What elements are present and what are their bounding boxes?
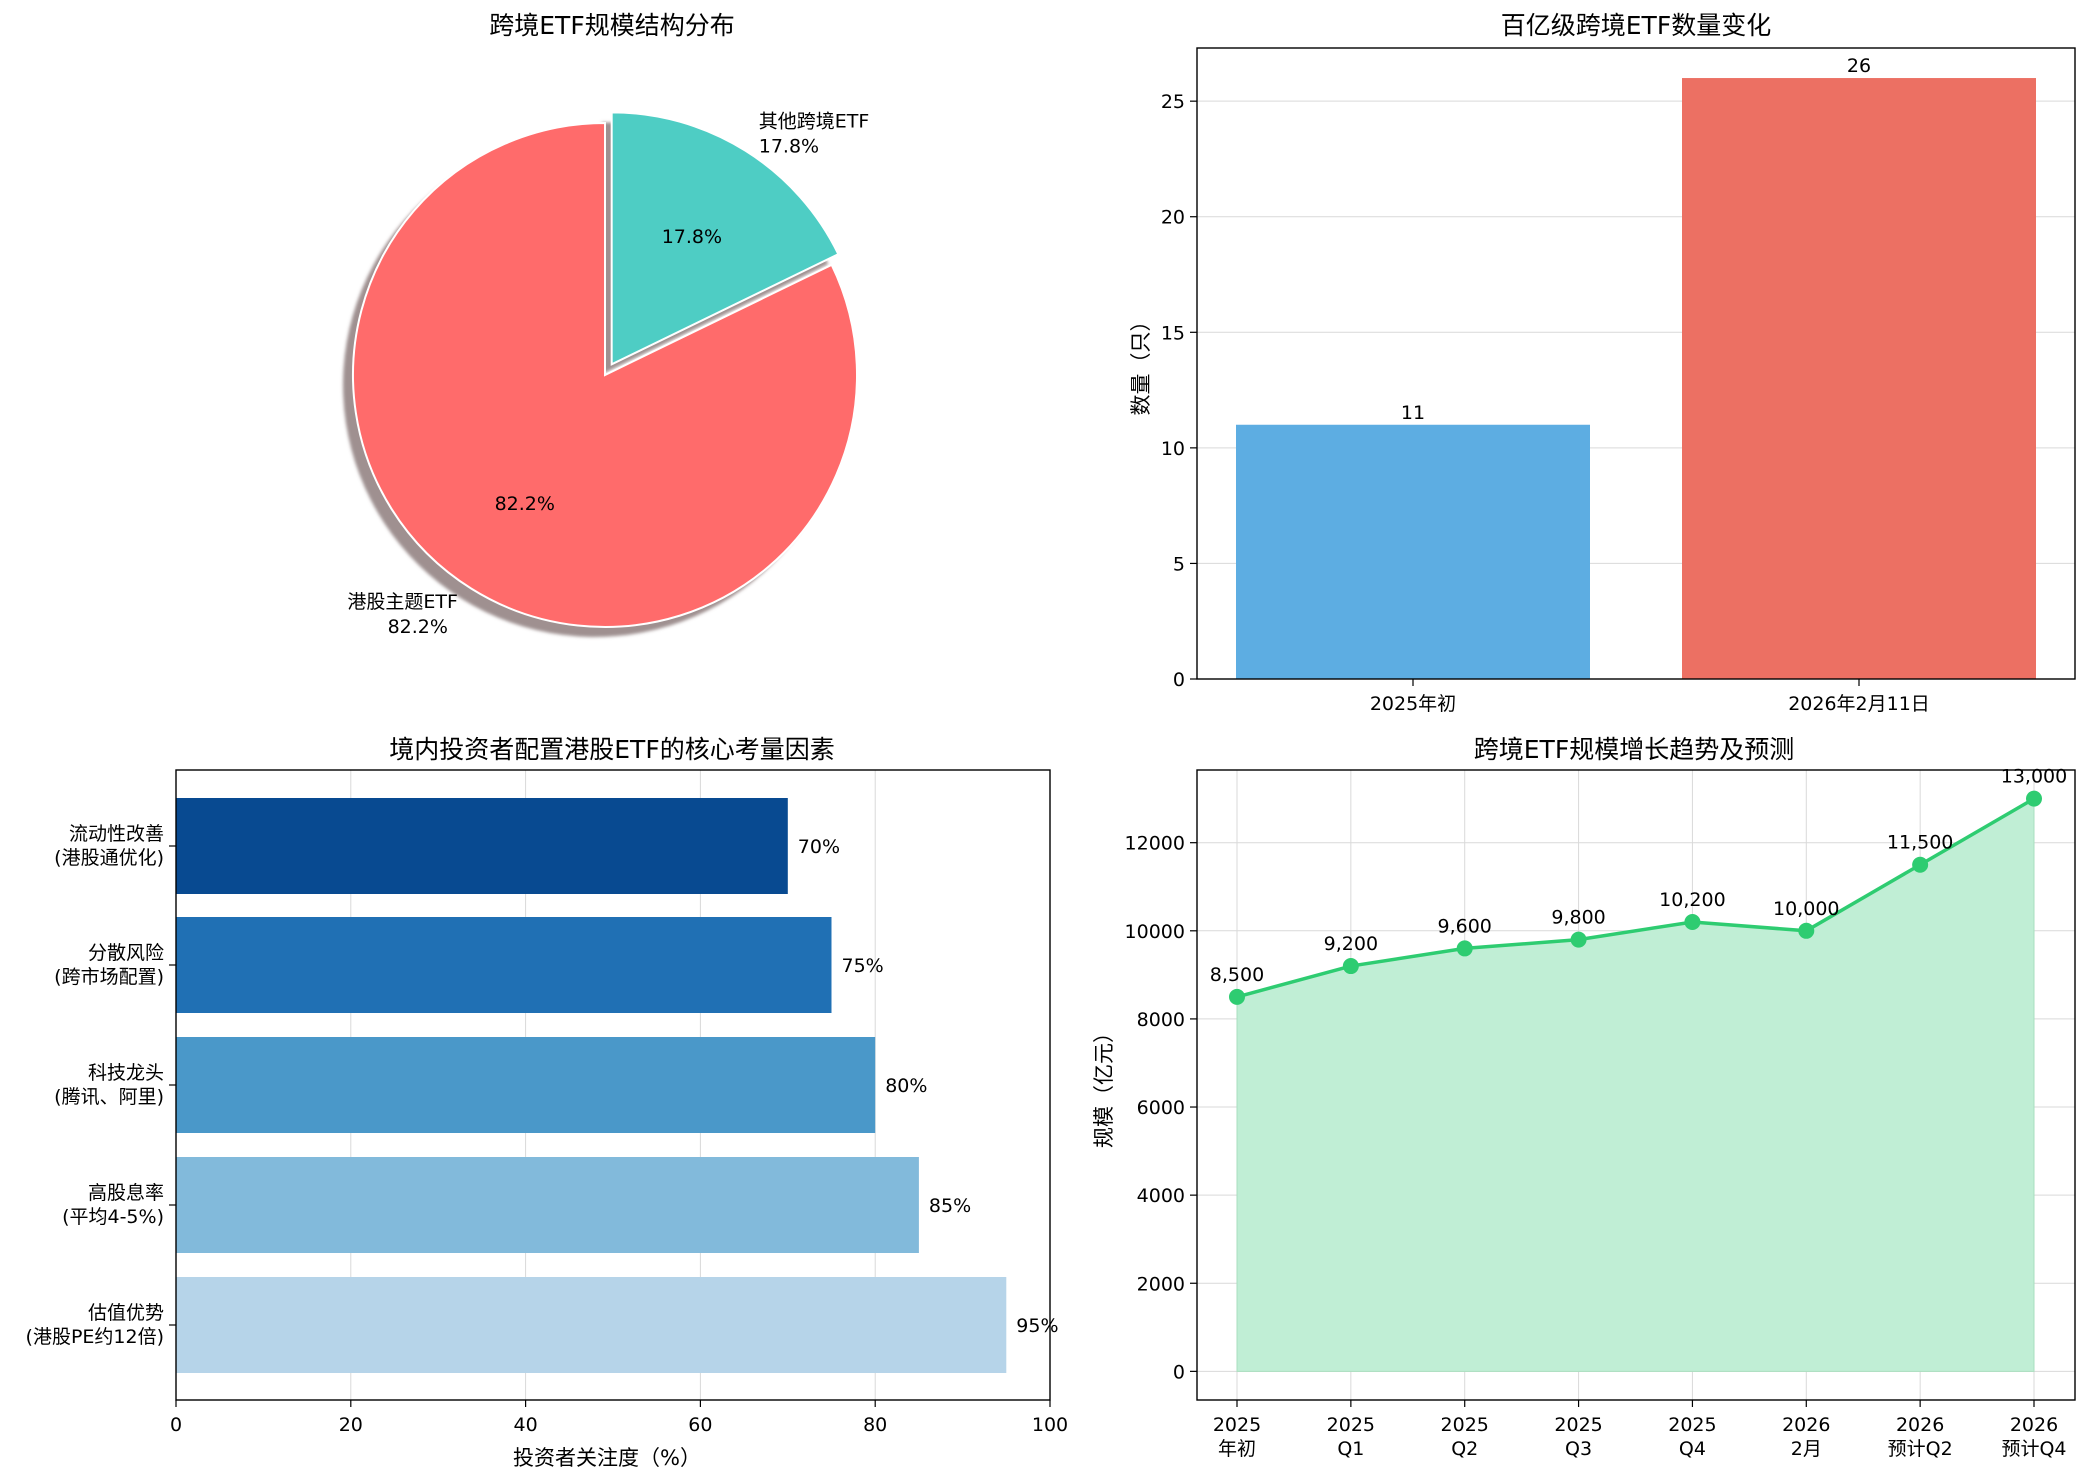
hbar-ytick-label: 估值优势(港股PE约12倍) bbox=[26, 1302, 164, 1348]
line-value-label: 10,200 bbox=[1659, 889, 1725, 911]
hbar-mark bbox=[176, 1277, 1007, 1373]
line-value-label: 9,200 bbox=[1324, 933, 1378, 955]
hbar-value-label: 75% bbox=[842, 955, 884, 977]
hbar-title: 境内投资者配置港股ETF的核心考量因素 bbox=[389, 735, 834, 764]
hbar-mark bbox=[176, 1157, 919, 1253]
hbar-ytick-label: 分散风险(跨市场配置) bbox=[54, 942, 164, 988]
hbar-mark bbox=[176, 798, 788, 894]
bar-ytick-label: 15 bbox=[1161, 322, 1185, 344]
line-xtick-label: 2025 Q2 bbox=[1441, 1414, 1489, 1460]
line-title: 跨境ETF规模增长趋势及预测 bbox=[1474, 735, 1794, 764]
line-xtick-label: 2026 2月 bbox=[1782, 1414, 1830, 1460]
hbar-value-label: 80% bbox=[885, 1075, 927, 1097]
line-ytick-label: 10000 bbox=[1125, 921, 1185, 943]
line-area-fill bbox=[1236, 797, 2035, 1372]
bar-value-label: 26 bbox=[1847, 55, 1871, 77]
line-value-label: 11,500 bbox=[1887, 832, 1953, 854]
bar-xtick-label: 2025年初 bbox=[1370, 693, 1456, 715]
line-value-label: 8,500 bbox=[1210, 964, 1264, 986]
hbar-value-label: 85% bbox=[929, 1195, 971, 1217]
hbar-ytick-label: 流动性改善(港股通优化) bbox=[54, 823, 164, 869]
line-ytick-label: 2000 bbox=[1137, 1273, 1185, 1295]
pie-slice bbox=[352, 121, 858, 628]
pie-slice bbox=[610, 111, 840, 366]
bar-plot-frame bbox=[1196, 47, 2076, 680]
line-value-label: 10,000 bbox=[1773, 898, 1839, 920]
line-xtick-label: 2025 年初 bbox=[1213, 1414, 1261, 1460]
bar-chart: 百亿级跨境ETF数量变化 11 26 0 5 10 15 20 25 2025年初 2026年2… bbox=[1129, 11, 2076, 715]
line-xtick-label: 2026 预计Q4 bbox=[2001, 1414, 2066, 1460]
hbar-ytick-label: 科技龙头(腾讯、阿里) bbox=[54, 1062, 164, 1108]
line-point bbox=[1456, 940, 1473, 957]
hbar-value-label: 95% bbox=[1016, 1315, 1058, 1337]
pie-outer-label: 港股主题ETF 82.2% bbox=[347, 591, 458, 638]
line-ytick-label: 4000 bbox=[1137, 1185, 1185, 1207]
hbar-xtick-label: 60 bbox=[688, 1414, 712, 1436]
line-xtick-label: 2025 Q1 bbox=[1327, 1414, 1375, 1460]
line-value-label: 9,800 bbox=[1551, 907, 1605, 929]
line-xtick-label: 2026 预计Q2 bbox=[1888, 1414, 1953, 1460]
line-ytick-label: 12000 bbox=[1125, 833, 1185, 855]
bar-mark bbox=[1236, 424, 1590, 679]
line-point bbox=[1342, 958, 1359, 975]
line-point bbox=[1684, 913, 1701, 930]
hbar-xlabel: 投资者关注度（%） bbox=[513, 1446, 701, 1470]
line-point bbox=[1229, 988, 1245, 1005]
bar-value-label: 11 bbox=[1401, 402, 1425, 424]
bar-mark bbox=[1682, 78, 2036, 680]
bar-xtick-label: 2026年2月11日 bbox=[1788, 693, 1930, 715]
bar-ytick-label: 10 bbox=[1161, 438, 1185, 460]
pie-pct-label: 82.2% bbox=[495, 493, 555, 515]
bar-ytick-label: 25 bbox=[1161, 91, 1185, 113]
line-plot-frame bbox=[1196, 769, 2076, 1401]
line-xtick-label: 2025 Q4 bbox=[1668, 1414, 1716, 1460]
line-series bbox=[1236, 797, 2035, 999]
line-ytick-label: 6000 bbox=[1137, 1097, 1185, 1119]
line-point bbox=[1798, 922, 1815, 939]
pie-outer-label: 其他跨境ETF 17.8% bbox=[759, 110, 870, 157]
hbar-xtick-label: 100 bbox=[1032, 1414, 1068, 1436]
line-xtick-label: 2025 Q3 bbox=[1554, 1414, 1602, 1460]
pie-chart: 跨境ETF规模结构分布 82.2% 港股主题ETF 82.2% 17.8% 其他跨境ET… bbox=[343, 11, 869, 638]
line-ytick-label: 8000 bbox=[1137, 1009, 1185, 1031]
line-ylabel: 规模（亿元） bbox=[1092, 1022, 1116, 1148]
line-value-label: 9,600 bbox=[1438, 915, 1492, 937]
hbar-ytick-label: 高股息率(平均4-5%) bbox=[62, 1182, 164, 1228]
bar-ytick-label: 20 bbox=[1161, 207, 1185, 229]
line-point bbox=[1570, 931, 1587, 948]
line-point bbox=[2026, 790, 2042, 807]
line-point bbox=[1912, 856, 1929, 873]
hbar-mark bbox=[176, 1037, 876, 1133]
pie-title: 跨境ETF规模结构分布 bbox=[489, 11, 734, 40]
hbar-xtick-label: 80 bbox=[863, 1414, 887, 1436]
line-value-label: 13,000 bbox=[2001, 766, 2067, 788]
hbar-xtick-label: 20 bbox=[339, 1414, 363, 1436]
hbar-chart: 境内投资者配置港股ETF的核心考量因素 70% 75% 80% 85% 95% 0 20 4… bbox=[26, 735, 1069, 1470]
line-chart: 跨境ETF规模增长趋势及预测 8,500 9,200 9,600 9,800 10,20… bbox=[1092, 735, 2076, 1460]
line-ytick-label: 0 bbox=[1173, 1361, 1185, 1383]
hbar-xtick-label: 40 bbox=[514, 1414, 538, 1436]
bar-ylabel: 数量（只） bbox=[1129, 311, 1153, 416]
hbar-xtick-label: 0 bbox=[170, 1414, 182, 1436]
pie-pct-label: 17.8% bbox=[662, 226, 722, 248]
bar-title: 百亿级跨境ETF数量变化 bbox=[1501, 11, 1771, 40]
hbar-mark bbox=[176, 917, 832, 1013]
hbar-value-label: 70% bbox=[798, 836, 840, 858]
bar-ytick-label: 0 bbox=[1173, 669, 1185, 691]
bar-ytick-label: 5 bbox=[1173, 553, 1185, 575]
